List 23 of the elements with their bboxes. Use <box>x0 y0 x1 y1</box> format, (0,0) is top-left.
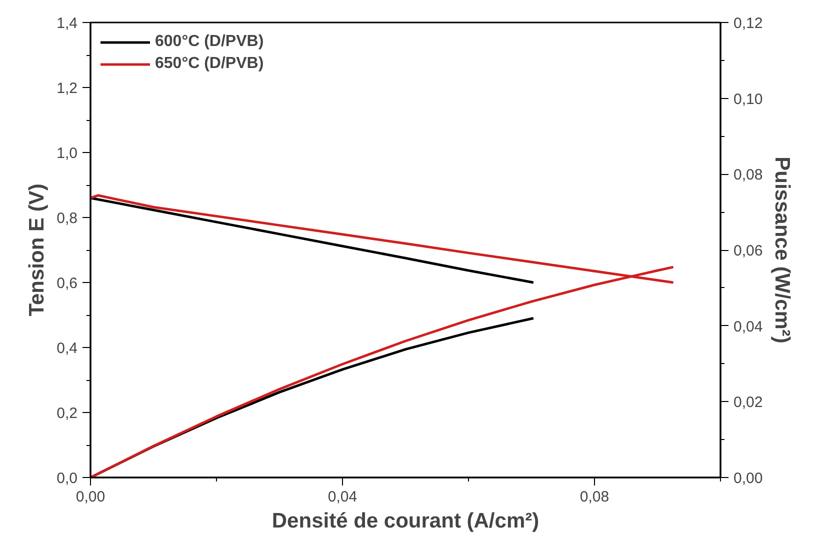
y-tick-label: 0,6 <box>56 275 78 292</box>
y2-tick-label: 0,10 <box>734 90 763 108</box>
x-tick-label: 0,00 <box>76 488 106 506</box>
y2-tick-label: 0,12 <box>734 15 763 32</box>
x-tick-label: 0,04 <box>328 488 358 506</box>
y-tick-label: 1,4 <box>56 15 78 32</box>
y-tick-label: 0,4 <box>56 340 78 357</box>
y-tick-label: 1,2 <box>56 80 78 97</box>
y2-axis-title: Puissance (W/cm²) <box>770 156 794 344</box>
y-tick-label: 0,0 <box>56 470 78 487</box>
y-tick-label: 1,0 <box>56 145 78 162</box>
y2-tick-label: 0,08 <box>734 166 763 184</box>
y-tick-label: 0,8 <box>56 210 78 227</box>
y2-tick-label: 0,00 <box>734 470 763 487</box>
y2-tick-label: 0,02 <box>734 394 763 412</box>
y-tick-label: 0,2 <box>56 405 78 422</box>
legend-label: 600°C (D/PVB) <box>155 33 264 51</box>
y2-tick-label: 0,04 <box>734 318 763 336</box>
x-axis-title: Densité de courant (A/cm²) <box>272 510 540 532</box>
x-tick-label: 0,08 <box>580 488 610 506</box>
y-axis-title: Tension E (V) <box>26 184 49 316</box>
y2-tick-label: 0,06 <box>734 242 763 260</box>
legend-label: 650°C (D/PVB) <box>155 55 264 73</box>
